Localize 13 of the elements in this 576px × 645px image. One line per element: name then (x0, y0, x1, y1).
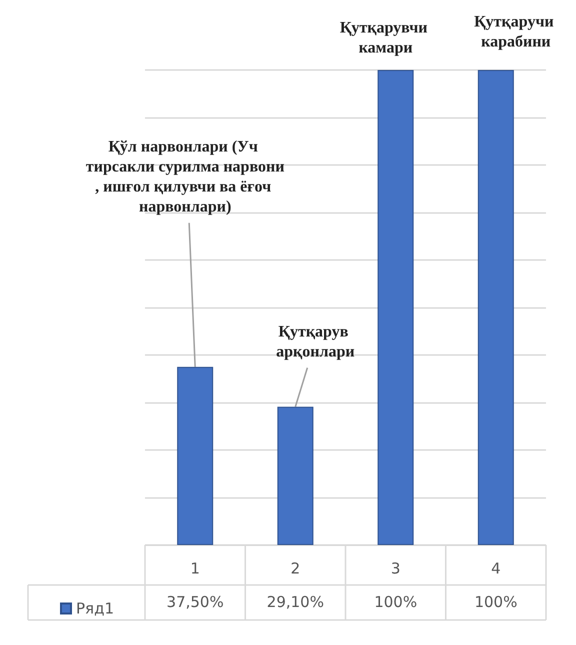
annotation: Қўл нарвонлари (Уч тирсакли сурилма нарвони, ишғол қилувчи ва ёғоч нарвонлари) (86, 138, 284, 216)
data-label: 29,10% (266, 593, 324, 611)
x-tick-label: 3 (390, 560, 400, 578)
annotation: Қутқарув арқонлари (276, 323, 355, 360)
data-label: 37,50% (166, 593, 224, 611)
data-label: 100% (474, 593, 518, 611)
x-tick-label: 2 (290, 560, 300, 578)
annotation: Қутқаручи карабини (474, 14, 558, 50)
annotation: Қутқарувчи камари (340, 20, 432, 56)
x-tick-label: 1 (190, 560, 200, 578)
x-tick-label: 4 (491, 560, 501, 578)
data-label: 100% (374, 593, 418, 611)
legend-label: Ряд1 (76, 600, 114, 618)
